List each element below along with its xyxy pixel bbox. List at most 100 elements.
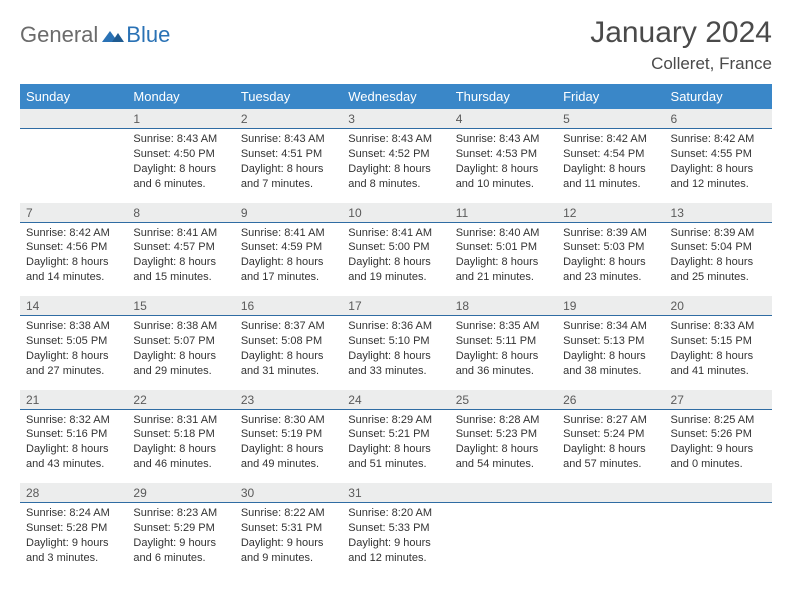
sunset-text: Sunset: 5:13 PM bbox=[563, 334, 658, 349]
day-number-cell bbox=[450, 483, 557, 503]
daylight-text: Daylight: 8 hours and 10 minutes. bbox=[456, 162, 551, 192]
location-subtitle: Colleret, France bbox=[590, 54, 772, 74]
sunset-text: Sunset: 5:00 PM bbox=[348, 240, 443, 255]
daylight-text: Daylight: 9 hours and 12 minutes. bbox=[348, 536, 443, 566]
daylight-text: Daylight: 8 hours and 29 minutes. bbox=[133, 349, 228, 379]
day-number-cell: 13 bbox=[665, 203, 772, 223]
sunset-text: Sunset: 5:24 PM bbox=[563, 427, 658, 442]
day-number-cell: 15 bbox=[127, 296, 234, 316]
sunrise-text: Sunrise: 8:40 AM bbox=[456, 226, 551, 241]
day-number-cell: 18 bbox=[450, 296, 557, 316]
day-number-cell: 16 bbox=[235, 296, 342, 316]
day-number-cell: 12 bbox=[557, 203, 664, 223]
daylight-text: Daylight: 8 hours and 21 minutes. bbox=[456, 255, 551, 285]
day-number-cell: 9 bbox=[235, 203, 342, 223]
day-details-cell: Sunrise: 8:41 AMSunset: 4:57 PMDaylight:… bbox=[127, 222, 234, 296]
sunset-text: Sunset: 5:10 PM bbox=[348, 334, 443, 349]
daylight-text: Daylight: 8 hours and 8 minutes. bbox=[348, 162, 443, 192]
sunset-text: Sunset: 5:08 PM bbox=[241, 334, 336, 349]
day-header: Thursday bbox=[450, 84, 557, 109]
daylight-text: Daylight: 8 hours and 41 minutes. bbox=[671, 349, 766, 379]
day-number-cell: 29 bbox=[127, 483, 234, 503]
day-details-cell: Sunrise: 8:42 AMSunset: 4:54 PMDaylight:… bbox=[557, 129, 664, 203]
day-number-cell: 8 bbox=[127, 203, 234, 223]
day-number-cell: 31 bbox=[342, 483, 449, 503]
sunset-text: Sunset: 4:54 PM bbox=[563, 147, 658, 162]
sunset-text: Sunset: 4:51 PM bbox=[241, 147, 336, 162]
day-details-cell bbox=[557, 503, 664, 577]
sunrise-text: Sunrise: 8:30 AM bbox=[241, 413, 336, 428]
sunrise-text: Sunrise: 8:43 AM bbox=[348, 132, 443, 147]
daylight-text: Daylight: 8 hours and 36 minutes. bbox=[456, 349, 551, 379]
day-details-cell: Sunrise: 8:43 AMSunset: 4:53 PMDaylight:… bbox=[450, 129, 557, 203]
day-number-cell bbox=[665, 483, 772, 503]
day-number-cell: 2 bbox=[235, 109, 342, 129]
daylight-text: Daylight: 8 hours and 15 minutes. bbox=[133, 255, 228, 285]
sunrise-text: Sunrise: 8:39 AM bbox=[671, 226, 766, 241]
day-details-cell: Sunrise: 8:39 AMSunset: 5:03 PMDaylight:… bbox=[557, 222, 664, 296]
day-number-cell: 20 bbox=[665, 296, 772, 316]
sunset-text: Sunset: 5:03 PM bbox=[563, 240, 658, 255]
sunrise-text: Sunrise: 8:38 AM bbox=[133, 319, 228, 334]
sunset-text: Sunset: 5:05 PM bbox=[26, 334, 121, 349]
day-number-cell: 7 bbox=[20, 203, 127, 223]
day-details-row: Sunrise: 8:38 AMSunset: 5:05 PMDaylight:… bbox=[20, 316, 772, 390]
sunrise-text: Sunrise: 8:41 AM bbox=[348, 226, 443, 241]
daylight-text: Daylight: 9 hours and 6 minutes. bbox=[133, 536, 228, 566]
sunrise-text: Sunrise: 8:22 AM bbox=[241, 506, 336, 521]
daylight-text: Daylight: 8 hours and 49 minutes. bbox=[241, 442, 336, 472]
day-details-cell: Sunrise: 8:24 AMSunset: 5:28 PMDaylight:… bbox=[20, 503, 127, 577]
day-details-cell bbox=[665, 503, 772, 577]
sunset-text: Sunset: 5:04 PM bbox=[671, 240, 766, 255]
day-details-cell: Sunrise: 8:38 AMSunset: 5:05 PMDaylight:… bbox=[20, 316, 127, 390]
daylight-text: Daylight: 8 hours and 31 minutes. bbox=[241, 349, 336, 379]
sunset-text: Sunset: 5:01 PM bbox=[456, 240, 551, 255]
day-details-row: Sunrise: 8:43 AM Sunset: 4:50 PM Daylight:… bbox=[20, 129, 772, 203]
day-details-row: Sunrise: 8:24 AMSunset: 5:28 PMDaylight:… bbox=[20, 503, 772, 577]
day-number-row: 123456 bbox=[20, 109, 772, 129]
day-number-row: 28293031 bbox=[20, 483, 772, 503]
sunrise-text: Sunrise: 8:20 AM bbox=[348, 506, 443, 521]
daylight-text: Daylight: 8 hours and 38 minutes. bbox=[563, 349, 658, 379]
daylight-text: Daylight: 8 hours and 14 minutes. bbox=[26, 255, 121, 285]
daylight-text: Daylight: 8 hours and 33 minutes. bbox=[348, 349, 443, 379]
daylight-text: Daylight: 8 hours and 17 minutes. bbox=[241, 255, 336, 285]
day-header: Wednesday bbox=[342, 84, 449, 109]
page-header: General Blue January 2024 Colleret, Fran… bbox=[20, 16, 772, 74]
day-details-cell: Sunrise: 8:34 AMSunset: 5:13 PMDaylight:… bbox=[557, 316, 664, 390]
daylight-text: Daylight: 8 hours and 54 minutes. bbox=[456, 442, 551, 472]
day-number-cell: 22 bbox=[127, 390, 234, 410]
day-number-cell: 10 bbox=[342, 203, 449, 223]
day-number-cell: 6 bbox=[665, 109, 772, 129]
sunrise-text: Sunrise: 8:33 AM bbox=[671, 319, 766, 334]
day-number-cell: 5 bbox=[557, 109, 664, 129]
sunset-text: Sunset: 5:19 PM bbox=[241, 427, 336, 442]
day-details-cell: Sunrise: 8:38 AMSunset: 5:07 PMDaylight:… bbox=[127, 316, 234, 390]
day-details-row: Sunrise: 8:32 AMSunset: 5:16 PMDaylight:… bbox=[20, 409, 772, 483]
day-details-cell: Sunrise: 8:41 AMSunset: 4:59 PMDaylight:… bbox=[235, 222, 342, 296]
sunrise-text: Sunrise: 8:37 AM bbox=[241, 319, 336, 334]
sunset-text: Sunset: 4:55 PM bbox=[671, 147, 766, 162]
day-number-cell: 28 bbox=[20, 483, 127, 503]
day-number-cell: 11 bbox=[450, 203, 557, 223]
sunrise-text: Sunrise: 8:42 AM bbox=[671, 132, 766, 147]
day-details-cell: Sunrise: 8:41 AMSunset: 5:00 PMDaylight:… bbox=[342, 222, 449, 296]
daylight-text: Daylight: 8 hours and 43 minutes. bbox=[26, 442, 121, 472]
sunrise-text: Sunrise: 8:41 AM bbox=[241, 226, 336, 241]
sunset-text: Sunset: 4:50 PM bbox=[133, 147, 228, 162]
sunrise-text: Sunrise: 8:38 AM bbox=[26, 319, 121, 334]
day-number-row: 21222324252627 bbox=[20, 390, 772, 410]
day-number-cell: 19 bbox=[557, 296, 664, 316]
day-number-row: 14151617181920 bbox=[20, 296, 772, 316]
day-details-cell: Sunrise: 8:42 AMSunset: 4:55 PMDaylight:… bbox=[665, 129, 772, 203]
sunrise-text: Sunrise: 8:41 AM bbox=[133, 226, 228, 241]
day-number-cell: 1 bbox=[127, 109, 234, 129]
sunset-text: Sunset: 5:26 PM bbox=[671, 427, 766, 442]
day-details-row: Sunrise: 8:42 AMSunset: 4:56 PMDaylight:… bbox=[20, 222, 772, 296]
title-block: January 2024 Colleret, France bbox=[590, 16, 772, 74]
day-header: Sunday bbox=[20, 84, 127, 109]
sunrise-text: Sunrise: 8:23 AM bbox=[133, 506, 228, 521]
day-number-cell: 3 bbox=[342, 109, 449, 129]
day-number-cell: 17 bbox=[342, 296, 449, 316]
daylight-text: Daylight: 8 hours and 46 minutes. bbox=[133, 442, 228, 472]
